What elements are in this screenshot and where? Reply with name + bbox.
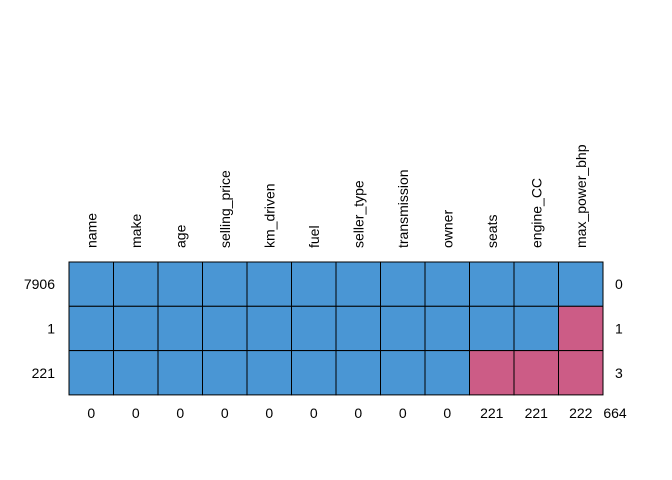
column-missing-total: 0	[265, 405, 273, 421]
cell-observed	[157, 261, 203, 307]
row-frequency-label: 221	[32, 365, 56, 381]
cell-observed	[469, 305, 515, 352]
cell-observed	[113, 261, 159, 307]
row-frequency-labels: 7906 1 221	[24, 276, 55, 381]
cell-observed	[469, 261, 515, 307]
cell-observed	[157, 350, 203, 396]
cell-observed	[558, 261, 604, 307]
cell-observed	[291, 261, 337, 307]
column-label: seats	[484, 215, 500, 248]
column-label: engine_CC	[528, 178, 544, 248]
cell-observed	[335, 350, 381, 396]
column-label: name	[83, 213, 99, 248]
cell-observed	[424, 350, 470, 396]
cell-observed	[68, 350, 114, 396]
cell-observed	[113, 305, 159, 352]
cell-observed	[202, 261, 248, 307]
cell-observed	[424, 261, 470, 307]
column-missing-total: 221	[480, 405, 504, 421]
pattern-grid	[68, 261, 604, 396]
row-frequency-label: 7906	[24, 276, 55, 292]
total-missing-label: 664	[603, 405, 627, 421]
column-missing-total: 0	[354, 405, 362, 421]
column-label: seller_type	[350, 180, 366, 248]
row-missing-count-label: 1	[615, 320, 623, 336]
cell-observed	[113, 350, 159, 396]
cell-observed	[202, 305, 248, 352]
cell-observed	[68, 305, 114, 352]
cell-observed	[157, 305, 203, 352]
column-missing-total: 222	[569, 405, 593, 421]
row-missing-count-labels: 0 1 3	[615, 276, 623, 381]
cell-observed	[291, 350, 337, 396]
column-label: owner	[439, 210, 455, 248]
column-missing-total: 0	[176, 405, 184, 421]
cell-observed	[380, 305, 426, 352]
cell-observed	[513, 261, 559, 307]
cell-missing	[513, 350, 559, 396]
column-label: max_power_bhp	[573, 144, 589, 248]
cell-observed	[246, 350, 292, 396]
cell-observed	[291, 305, 337, 352]
cell-observed	[202, 350, 248, 396]
cell-missing	[558, 350, 604, 396]
column-label: selling_price	[217, 170, 233, 248]
cell-missing	[558, 305, 604, 352]
column-missing-total: 0	[399, 405, 407, 421]
cell-observed	[380, 261, 426, 307]
cell-observed	[246, 305, 292, 352]
row-missing-count-label: 0	[615, 276, 623, 292]
cell-observed	[513, 305, 559, 352]
column-missing-total: 0	[132, 405, 140, 421]
column-label: km_driven	[261, 183, 277, 248]
cell-observed	[68, 261, 114, 307]
cell-observed	[424, 305, 470, 352]
column-missing-total: 0	[310, 405, 318, 421]
row-frequency-label: 1	[47, 320, 55, 336]
column-label: transmission	[395, 169, 411, 248]
column-missing-total: 221	[525, 405, 549, 421]
cell-missing	[469, 350, 515, 396]
column-missing-total: 0	[221, 405, 229, 421]
row-missing-count-label: 3	[615, 365, 623, 381]
column-label: age	[172, 224, 188, 248]
column-missing-totals: 0 0 0 0 0 0 0 0 0 221 221 222 664	[87, 405, 627, 421]
cell-observed	[380, 350, 426, 396]
cell-observed	[335, 305, 381, 352]
column-label: fuel	[306, 225, 322, 248]
cell-observed	[246, 261, 292, 307]
column-label: make	[128, 214, 144, 248]
column-missing-total: 0	[87, 405, 95, 421]
column-missing-total: 0	[443, 405, 451, 421]
cell-observed	[335, 261, 381, 307]
